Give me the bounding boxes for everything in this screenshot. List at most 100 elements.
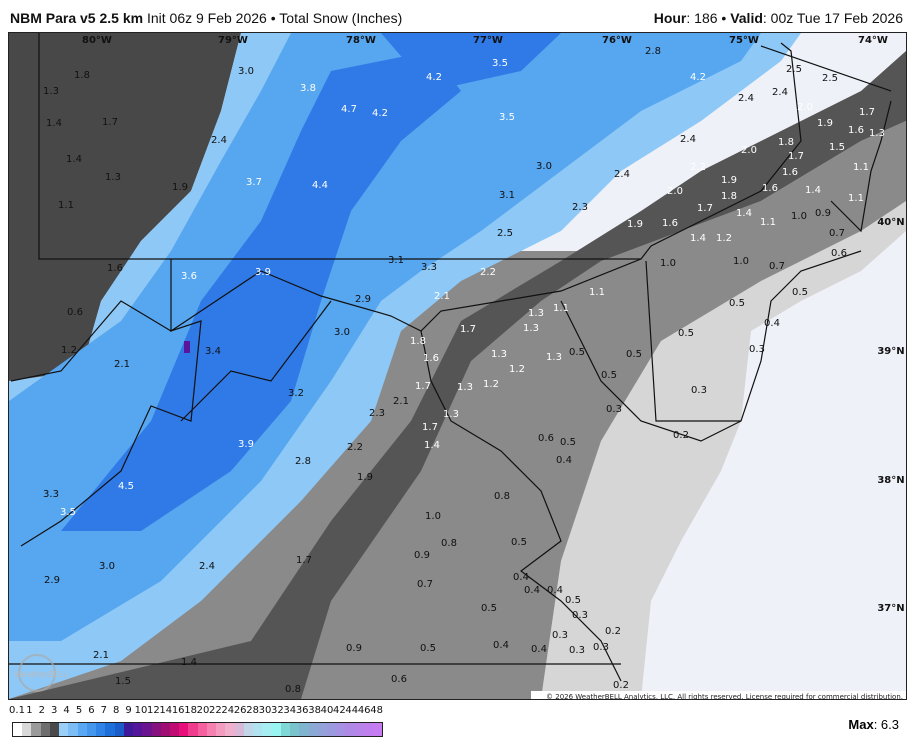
snow-amount-label: 3.3	[421, 262, 437, 273]
legend-color-cell	[142, 723, 152, 736]
snow-amount-label: 1.8	[721, 191, 737, 202]
snow-amount-label: 1.9	[817, 118, 833, 129]
light-gray-zone	[541, 201, 906, 699]
legend-color-cell	[206, 723, 217, 736]
snow-amount-label: 3.4	[205, 346, 221, 357]
snow-amount-label: 3.0	[238, 66, 254, 77]
legend-color-cell	[336, 723, 346, 736]
snow-amount-label: 4.2	[372, 108, 388, 119]
snow-amount-label: 3.5	[60, 507, 76, 518]
snow-amount-label: 0.3	[572, 610, 588, 621]
snow-amount-label: 1.2	[716, 233, 732, 244]
snow-amount-label: 0.7	[769, 261, 785, 272]
snow-amount-label: 3.6	[181, 271, 197, 282]
snow-amount-label: 0.5	[420, 643, 436, 654]
snow-amount-label: 0.9	[815, 208, 831, 219]
snow-amount-label: 1.2	[483, 379, 499, 390]
snow-amount-label: 1.1	[589, 287, 605, 298]
snow-amount-label: 1.7	[415, 381, 431, 392]
legend-tick-label: 6	[88, 705, 95, 716]
legend-tick-label: 7	[100, 705, 107, 716]
snow-amount-label: 0.8	[494, 491, 510, 502]
legend-tick-label: 42	[333, 705, 346, 716]
hour-label: Hour	[653, 10, 687, 26]
snow-amount-label: 1.7	[697, 203, 713, 214]
legend-color-cell	[151, 723, 161, 736]
legend-tick-label: 8	[113, 705, 120, 716]
legend-color-cell	[225, 723, 235, 736]
legend-tick-label: 24	[221, 705, 235, 716]
legend-tick-label: 44	[345, 705, 359, 716]
snow-amount-label: 1.3	[105, 172, 121, 183]
legend-color-cell	[271, 723, 281, 736]
snow-amount-label: 1.7	[859, 107, 875, 118]
separator: •	[721, 10, 727, 26]
pennsylvania-border	[38, 33, 802, 260]
snow-amount-label: 1.7	[460, 324, 476, 335]
legend-color-cell	[216, 723, 226, 736]
snow-amount-label: 1.0	[425, 511, 441, 522]
snow-amount-label: 1.3	[457, 382, 473, 393]
snow-amount-label: 1.2	[61, 345, 77, 356]
legend-tick-label: 34	[283, 705, 297, 716]
snow-amount-label: 1.6	[762, 183, 778, 194]
wv-virginia-border2	[180, 300, 332, 422]
legend-color-cell	[40, 723, 50, 736]
snow-amount-label: 0.4	[556, 455, 572, 466]
legend-color-cell	[243, 723, 254, 736]
snow-amount-label: 3.0	[99, 561, 115, 572]
latitude-label: 39°N	[877, 346, 904, 357]
legend-tick-label: 5	[75, 705, 83, 716]
snow-amount-label: 0.7	[829, 228, 845, 239]
snow-amount-label: 0.3	[593, 642, 609, 653]
snow-amount-label: 1.3	[869, 128, 885, 139]
snow-amount-label: 3.7	[246, 177, 262, 188]
legend-color-cell	[299, 723, 309, 736]
legend-tick-label: 3	[51, 705, 58, 716]
legend-tick-label: 18	[184, 705, 197, 716]
init-time: Init 06z 9 Feb 2026	[146, 10, 267, 26]
snow-amount-label: 0.9	[414, 550, 430, 561]
snow-amount-label: 0.3	[749, 344, 765, 355]
snow-amount-label: 1.9	[357, 472, 373, 483]
snow-amount-label: 0.3	[552, 630, 568, 641]
legend-tick-label: 22	[209, 705, 222, 716]
legend-color-cell	[326, 723, 337, 736]
legend-tick-label: 14	[159, 705, 173, 716]
snow-amount-label: 0.4	[547, 585, 563, 596]
snow-amount-label: 1.1	[58, 200, 74, 211]
legend-color-cell	[114, 723, 124, 736]
snow-amount-label: 1.1	[760, 217, 776, 228]
legend-color-cell	[49, 723, 60, 736]
snow-amount-label: 2.9	[355, 294, 371, 305]
legend-color-cell	[197, 723, 207, 736]
snow-amount-label: 0.4	[524, 585, 540, 596]
snow-amount-label: 4.5	[118, 481, 134, 492]
delaware-border	[645, 260, 741, 422]
snow-amount-label: 2.0	[797, 102, 813, 113]
snow-amount-label: 3.1	[388, 255, 404, 266]
virginia-wv-border	[10, 300, 202, 547]
snow-amount-label: 3.2	[288, 388, 304, 399]
snow-amount-label: 1.6	[782, 167, 798, 178]
legend-color-cell	[105, 723, 115, 736]
deep-blue-north	[381, 33, 561, 91]
snow-amount-label: 3.9	[238, 439, 254, 450]
separator: •	[270, 10, 276, 26]
ny-nj-border	[760, 45, 892, 92]
snow-amount-label: 3.9	[255, 267, 271, 278]
snow-amount-label: 1.7	[788, 151, 804, 162]
snow-amount-label: 3.8	[300, 83, 316, 94]
snow-amount-label: 1.7	[296, 555, 312, 566]
snow-amount-label: 0.5	[560, 437, 576, 448]
max-snow: Max: 6.3	[848, 717, 899, 732]
snow-amount-label: 0.5	[569, 347, 585, 358]
legend-tick-label: 4	[63, 705, 70, 716]
snow-amount-label: 0.3	[606, 404, 622, 415]
legend-tick-label: 2	[38, 705, 45, 716]
longitude-label: 74°W	[858, 35, 888, 46]
snow-amount-label: 4.2	[426, 72, 442, 83]
legend-tick-label: 9	[125, 705, 132, 716]
chesapeake-coast	[420, 330, 622, 682]
dark-gray-band	[9, 51, 906, 699]
